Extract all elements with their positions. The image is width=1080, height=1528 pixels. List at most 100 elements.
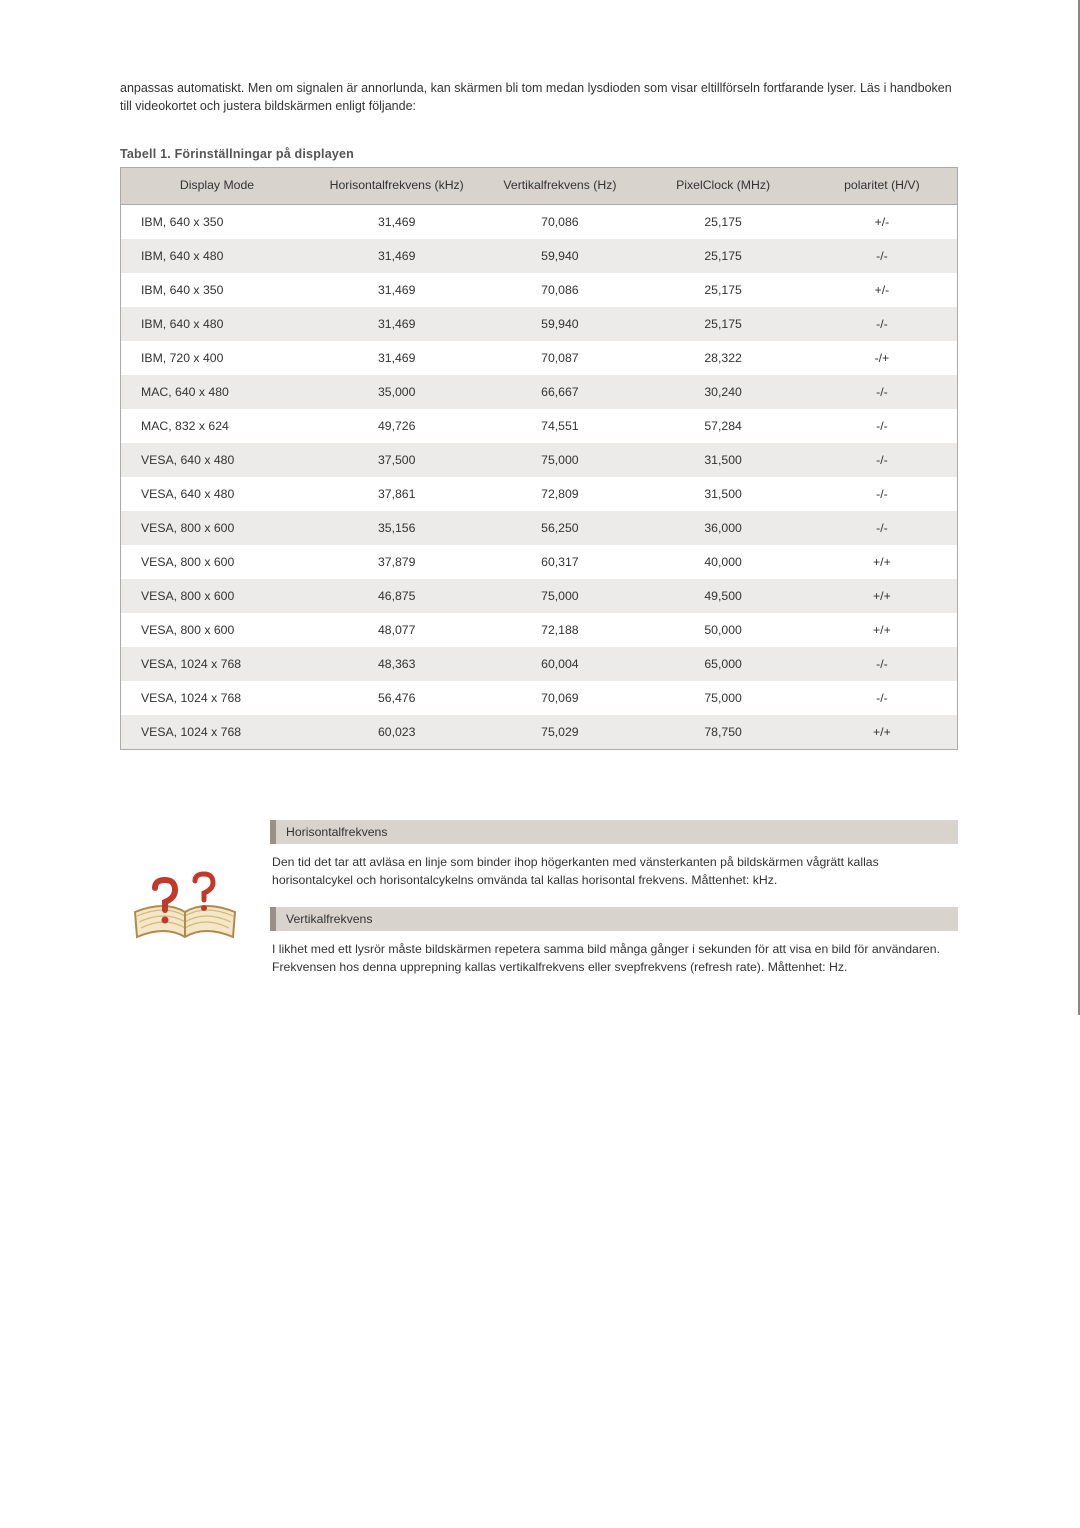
table-cell: 65,000 <box>639 647 806 681</box>
table-cell: VESA, 800 x 600 <box>121 545 314 579</box>
intro-paragraph: anpassas automatiskt. Men om signalen är… <box>120 80 958 115</box>
table-cell: 37,500 <box>313 443 480 477</box>
col-pixelclock: PixelClock (MHz) <box>639 168 806 205</box>
table-cell: 25,175 <box>639 204 806 239</box>
table-cell: -/- <box>807 647 958 681</box>
table-row: VESA, 1024 x 76856,47670,06975,000-/- <box>121 681 958 715</box>
table-cell: 50,000 <box>639 613 806 647</box>
table-cell: 75,000 <box>639 681 806 715</box>
table-cell: +/+ <box>807 715 958 750</box>
table-row: VESA, 1024 x 76860,02375,02978,750+/+ <box>121 715 958 750</box>
table-cell: 37,879 <box>313 545 480 579</box>
table-cell: MAC, 640 x 480 <box>121 375 314 409</box>
table-cell: 31,469 <box>313 239 480 273</box>
table-row: VESA, 800 x 60046,87575,00049,500+/+ <box>121 579 958 613</box>
table-row: VESA, 800 x 60048,07772,18850,000+/+ <box>121 613 958 647</box>
table-row: VESA, 1024 x 76848,36360,00465,000-/- <box>121 647 958 681</box>
table-cell: 31,469 <box>313 307 480 341</box>
info-body-horisontal: Den tid det tar att avläsa en linje som … <box>270 854 958 890</box>
table-row: IBM, 640 x 35031,46970,08625,175+/- <box>121 273 958 307</box>
table-row: IBM, 720 x 40031,46970,08728,322-/+ <box>121 341 958 375</box>
table-row: MAC, 640 x 48035,00066,66730,240-/- <box>121 375 958 409</box>
table-cell: -/- <box>807 409 958 443</box>
table-cell: IBM, 640 x 480 <box>121 239 314 273</box>
table-cell: 56,476 <box>313 681 480 715</box>
table-cell: 66,667 <box>480 375 639 409</box>
table-cell: 25,175 <box>639 307 806 341</box>
table-cell: VESA, 1024 x 768 <box>121 647 314 681</box>
table-cell: 37,861 <box>313 477 480 511</box>
info-section: Horisontalfrekvens Den tid det tar att a… <box>120 820 958 995</box>
display-mode-table: Display Mode Horisontalfrekvens (kHz) Ve… <box>120 167 958 750</box>
table-row: MAC, 832 x 62449,72674,55157,284-/- <box>121 409 958 443</box>
info-content: Horisontalfrekvens Den tid det tar att a… <box>270 820 958 995</box>
table-cell: 25,175 <box>639 273 806 307</box>
table-cell: VESA, 800 x 600 <box>121 613 314 647</box>
table-cell: 75,000 <box>480 443 639 477</box>
info-body-vertikal: I likhet med ett lysrör måste bildskärme… <box>270 941 958 977</box>
table-cell: VESA, 800 x 600 <box>121 579 314 613</box>
table-cell: -/- <box>807 375 958 409</box>
table-cell: 31,469 <box>313 204 480 239</box>
table-cell: 59,940 <box>480 239 639 273</box>
table-cell: 40,000 <box>639 545 806 579</box>
table-cell: IBM, 640 x 350 <box>121 273 314 307</box>
table-cell: 31,469 <box>313 273 480 307</box>
table-cell: 72,809 <box>480 477 639 511</box>
table-row: VESA, 800 x 60037,87960,31740,000+/+ <box>121 545 958 579</box>
table-cell: 60,023 <box>313 715 480 750</box>
table-cell: 30,240 <box>639 375 806 409</box>
info-heading-vertikal: Vertikalfrekvens <box>270 907 958 931</box>
table-cell: 31,500 <box>639 477 806 511</box>
table-cell: 60,317 <box>480 545 639 579</box>
table-cell: IBM, 640 x 480 <box>121 307 314 341</box>
table-row: IBM, 640 x 48031,46959,94025,175-/- <box>121 307 958 341</box>
info-heading-horisontal: Horisontalfrekvens <box>270 820 958 844</box>
table-row: IBM, 640 x 48031,46959,94025,175-/- <box>121 239 958 273</box>
table-cell: 59,940 <box>480 307 639 341</box>
table-cell: -/- <box>807 239 958 273</box>
table-cell: 35,000 <box>313 375 480 409</box>
book-icon <box>120 852 250 962</box>
table-cell: 75,029 <box>480 715 639 750</box>
table-row: VESA, 640 x 48037,50075,00031,500-/- <box>121 443 958 477</box>
table-cell: 70,069 <box>480 681 639 715</box>
table-cell: VESA, 1024 x 768 <box>121 681 314 715</box>
table-cell: 56,250 <box>480 511 639 545</box>
table-row: VESA, 800 x 60035,15656,25036,000-/- <box>121 511 958 545</box>
col-vertikalfrekvens: Vertikalfrekvens (Hz) <box>480 168 639 205</box>
table-cell: VESA, 640 x 480 <box>121 477 314 511</box>
table-cell: -/+ <box>807 341 958 375</box>
table-cell: 57,284 <box>639 409 806 443</box>
table-cell: MAC, 832 x 624 <box>121 409 314 443</box>
table-cell: 31,469 <box>313 341 480 375</box>
table-cell: 70,087 <box>480 341 639 375</box>
table-cell: 49,726 <box>313 409 480 443</box>
table-row: IBM, 640 x 35031,46970,08625,175+/- <box>121 204 958 239</box>
page-container: anpassas automatiskt. Men om signalen är… <box>0 0 1080 1015</box>
table-cell: 70,086 <box>480 273 639 307</box>
table-cell: VESA, 640 x 480 <box>121 443 314 477</box>
table-cell: -/- <box>807 477 958 511</box>
table-cell: 25,175 <box>639 239 806 273</box>
table-cell: +/+ <box>807 613 958 647</box>
table-cell: IBM, 720 x 400 <box>121 341 314 375</box>
table-cell: +/+ <box>807 579 958 613</box>
table-cell: 49,500 <box>639 579 806 613</box>
table-cell: 46,875 <box>313 579 480 613</box>
table-cell: +/+ <box>807 545 958 579</box>
table-cell: 48,077 <box>313 613 480 647</box>
table-row: VESA, 640 x 48037,86172,80931,500-/- <box>121 477 958 511</box>
table-cell: 75,000 <box>480 579 639 613</box>
table-cell: 70,086 <box>480 204 639 239</box>
table-header-row: Display Mode Horisontalfrekvens (kHz) Ve… <box>121 168 958 205</box>
table-cell: VESA, 1024 x 768 <box>121 715 314 750</box>
table-cell: 31,500 <box>639 443 806 477</box>
table-cell: -/- <box>807 443 958 477</box>
table-cell: 48,363 <box>313 647 480 681</box>
table-cell: 28,322 <box>639 341 806 375</box>
table-cell: 36,000 <box>639 511 806 545</box>
table-cell: 60,004 <box>480 647 639 681</box>
table-cell: +/- <box>807 204 958 239</box>
table-cell: -/- <box>807 681 958 715</box>
